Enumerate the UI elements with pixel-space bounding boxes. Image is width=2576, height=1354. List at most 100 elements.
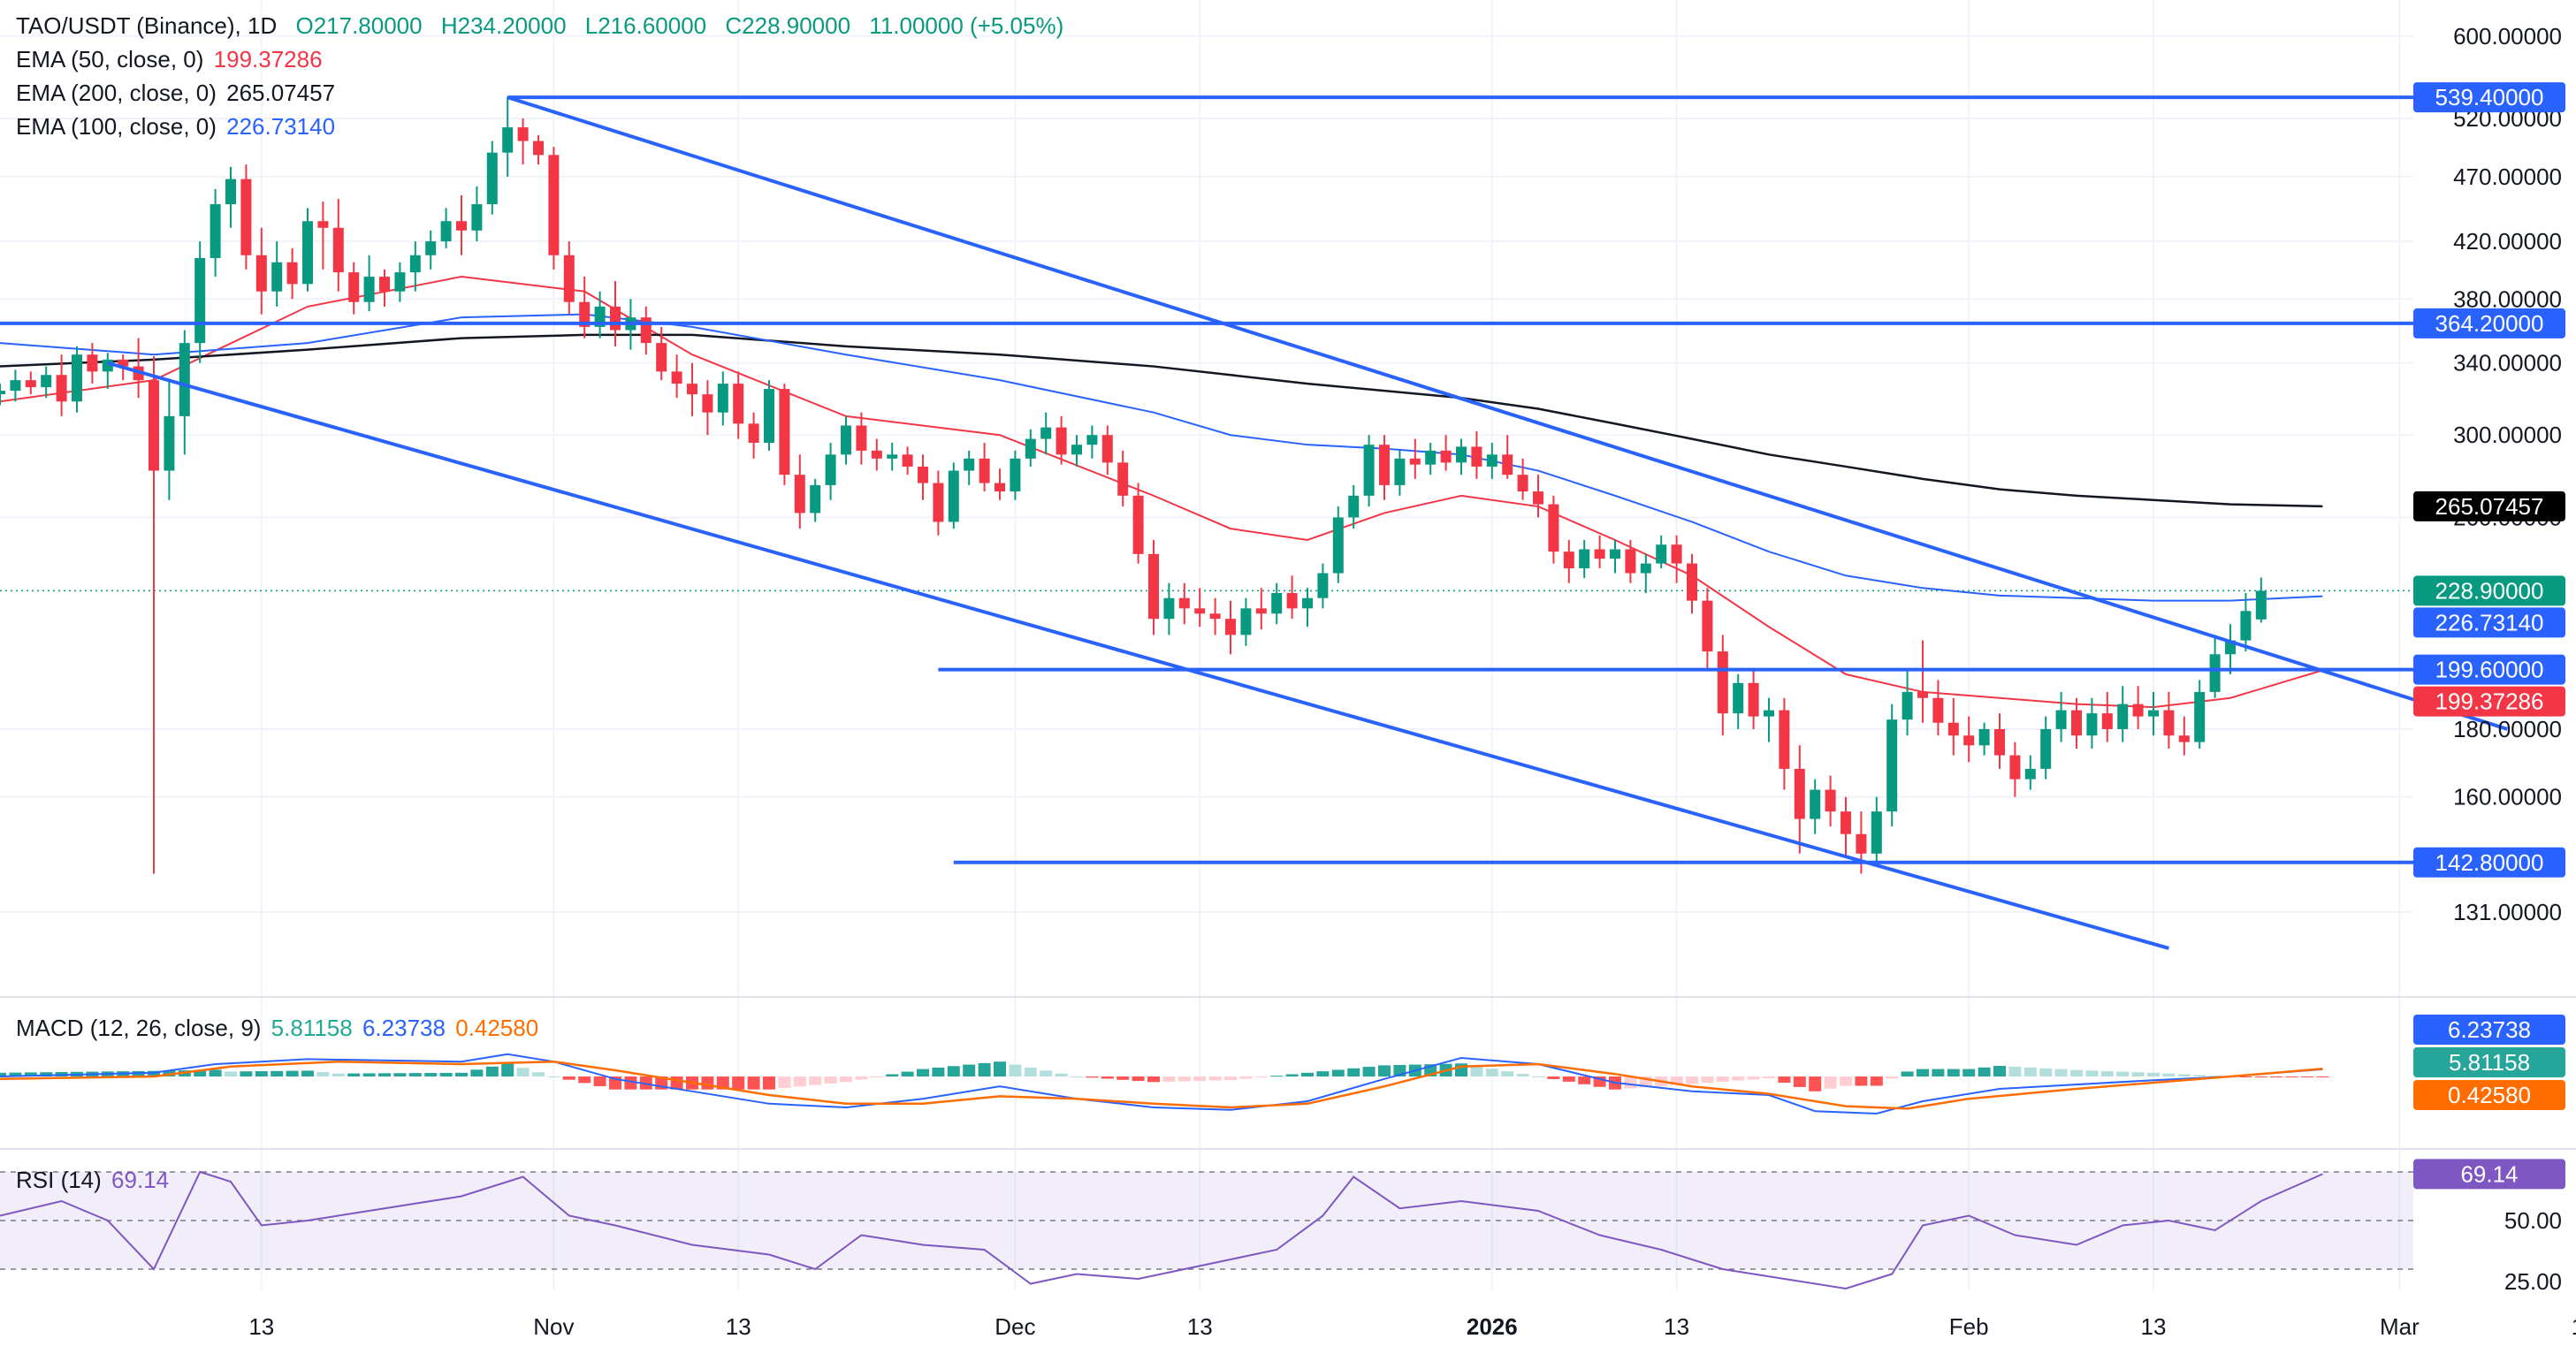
macd-legend[interactable]: MACD (12, 26, close, 9) 5.81158 6.23738 … [16, 1013, 542, 1043]
change-value: 11.00000 (+5.05%) [869, 12, 1064, 39]
candle-body [1963, 735, 1975, 746]
macd-value: 5.81158 [271, 1015, 353, 1041]
candle-body [2132, 704, 2144, 717]
macd-histogram-bar [1177, 1076, 1191, 1082]
candle-body [979, 458, 990, 483]
macd-histogram-bar [1547, 1076, 1560, 1079]
candle-body [1563, 551, 1574, 569]
candle-body [948, 470, 959, 522]
price-badge-label: 142.80000 [2435, 849, 2544, 876]
macd-histogram-bar [1362, 1067, 1376, 1076]
grid [0, 0, 2576, 1290]
macd-badge [2413, 1015, 2565, 1045]
candle-body [1717, 651, 1728, 714]
candle-body [1271, 592, 1283, 614]
macd-histogram-bar [1716, 1076, 1729, 1082]
macd-badge [2413, 1047, 2565, 1077]
candle-body [2024, 768, 2036, 780]
candle-body [1163, 597, 1175, 620]
symbol-label: TAO/USDT (Binance), 1D [16, 12, 278, 39]
macd-badge [2413, 1080, 2565, 1110]
rsi-tick-label: 25.00 [2504, 1268, 2562, 1295]
candle-body [1594, 549, 1605, 559]
candle-body [1978, 728, 1990, 746]
macd-histogram-bar [562, 1076, 575, 1080]
candle-body [1440, 450, 1452, 463]
macd-histogram-bar [532, 1072, 545, 1076]
macd-histogram-bar [2316, 1076, 2329, 1077]
rsi-legend[interactable]: RSI (14) 69.14 [16, 1165, 172, 1195]
macd-histogram-bar [470, 1069, 484, 1076]
macd-histogram-bar [1932, 1069, 1945, 1076]
candle-body [1917, 691, 1928, 698]
candle-body [118, 359, 129, 367]
candle-body [918, 466, 928, 483]
candle-body [764, 389, 774, 443]
macd-histogram-bar [1071, 1076, 1083, 1077]
ema200-label: EMA (200, close, 0) [16, 80, 217, 106]
candle-body [733, 384, 744, 424]
macd-histogram-bar [639, 1076, 652, 1090]
candle-body [1086, 435, 1098, 445]
macd-histogram-bar [255, 1071, 268, 1076]
macd-histogram-bar [2270, 1076, 2283, 1077]
time-tick-label: 13 [2141, 1313, 2167, 1340]
candle-body [225, 179, 236, 205]
time-tick-label: Nov [533, 1313, 574, 1340]
candle-body [702, 394, 713, 413]
macd-histogram-bar [1778, 1076, 1791, 1083]
candle-body [548, 155, 560, 255]
candle-body [902, 454, 913, 467]
macd-histogram-bar [2254, 1076, 2267, 1077]
ema100-legend[interactable]: EMA (100, close, 0) 226.73140 [16, 111, 339, 141]
macd-histogram-bar [408, 1073, 422, 1076]
high-value: H234.20000 [440, 12, 567, 39]
macd-histogram-bar [2054, 1069, 2068, 1076]
macd-histogram-bar [1378, 1065, 1391, 1076]
macd-histogram-bar [901, 1071, 914, 1076]
candle-body [10, 380, 21, 392]
macd-histogram-bar [1040, 1070, 1053, 1076]
candle-body [1871, 811, 1882, 854]
candle-body [255, 255, 267, 292]
macd-histogram-bar [2100, 1070, 2114, 1076]
candle-body [1040, 427, 1052, 439]
price-badge-label: 228.90000 [2435, 577, 2544, 604]
macd-histogram-bar [2008, 1066, 2022, 1076]
macd-histogram-bar [778, 1076, 791, 1089]
candle-body [1255, 608, 1267, 614]
macd-histogram-bar [1347, 1068, 1360, 1076]
close-value: C228.90000 [725, 12, 851, 39]
candle-body [748, 423, 759, 443]
macd-histogram-bar [424, 1073, 438, 1076]
macd-histogram-bar [393, 1073, 407, 1076]
time-tick-label: 2026 [1467, 1313, 1518, 1340]
macd-pane: 6.23738 5.81158 0.42580 [0, 1015, 2565, 1115]
candle-body [2055, 710, 2067, 729]
candle-body [1394, 458, 1406, 485]
ema50-label: EMA (50, close, 0) [16, 46, 204, 72]
macd-histogram-bar [824, 1076, 837, 1084]
price-badge [2413, 607, 2565, 638]
candle-body [317, 221, 329, 228]
ema200-legend[interactable]: EMA (200, close, 0) 265.07457 [16, 78, 339, 108]
rsi-label: RSI (14) [16, 1167, 102, 1193]
macd-histogram-bar [316, 1072, 330, 1076]
candle-body [1178, 597, 1190, 609]
macd-histogram-bar [1947, 1069, 1960, 1076]
candle-body [1671, 544, 1682, 564]
candle-body [394, 272, 406, 292]
macd-histogram-bar [1763, 1076, 1775, 1079]
candle-body [1702, 600, 1713, 652]
macd-histogram-bar [701, 1076, 714, 1090]
candle-body [1625, 549, 1636, 574]
candle-body [1209, 613, 1221, 620]
candle-body [825, 454, 836, 485]
macd-histogram-bar [194, 1069, 207, 1076]
ema50-legend[interactable]: EMA (50, close, 0) 199.37286 [16, 44, 326, 74]
low-value: L216.60000 [584, 12, 707, 39]
macd-histogram-bar [1809, 1076, 1822, 1092]
macd-histogram-bar [40, 1072, 53, 1076]
macd-histogram-bar [362, 1073, 376, 1076]
